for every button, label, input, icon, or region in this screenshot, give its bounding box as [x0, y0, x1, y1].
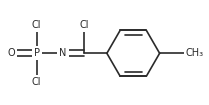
Text: Cl: Cl: [32, 77, 41, 87]
Text: O: O: [7, 48, 15, 58]
Text: Cl: Cl: [79, 20, 89, 30]
Text: Cl: Cl: [79, 20, 89, 30]
Text: P: P: [34, 48, 40, 58]
Text: Cl: Cl: [32, 20, 41, 30]
Text: N: N: [59, 48, 67, 58]
Text: P: P: [34, 48, 40, 58]
Text: N: N: [59, 48, 67, 58]
Text: O: O: [7, 48, 15, 58]
Text: Cl: Cl: [32, 20, 41, 30]
Text: Cl: Cl: [32, 77, 41, 87]
Text: CH₃: CH₃: [186, 48, 204, 58]
Text: CH₃: CH₃: [186, 48, 204, 58]
